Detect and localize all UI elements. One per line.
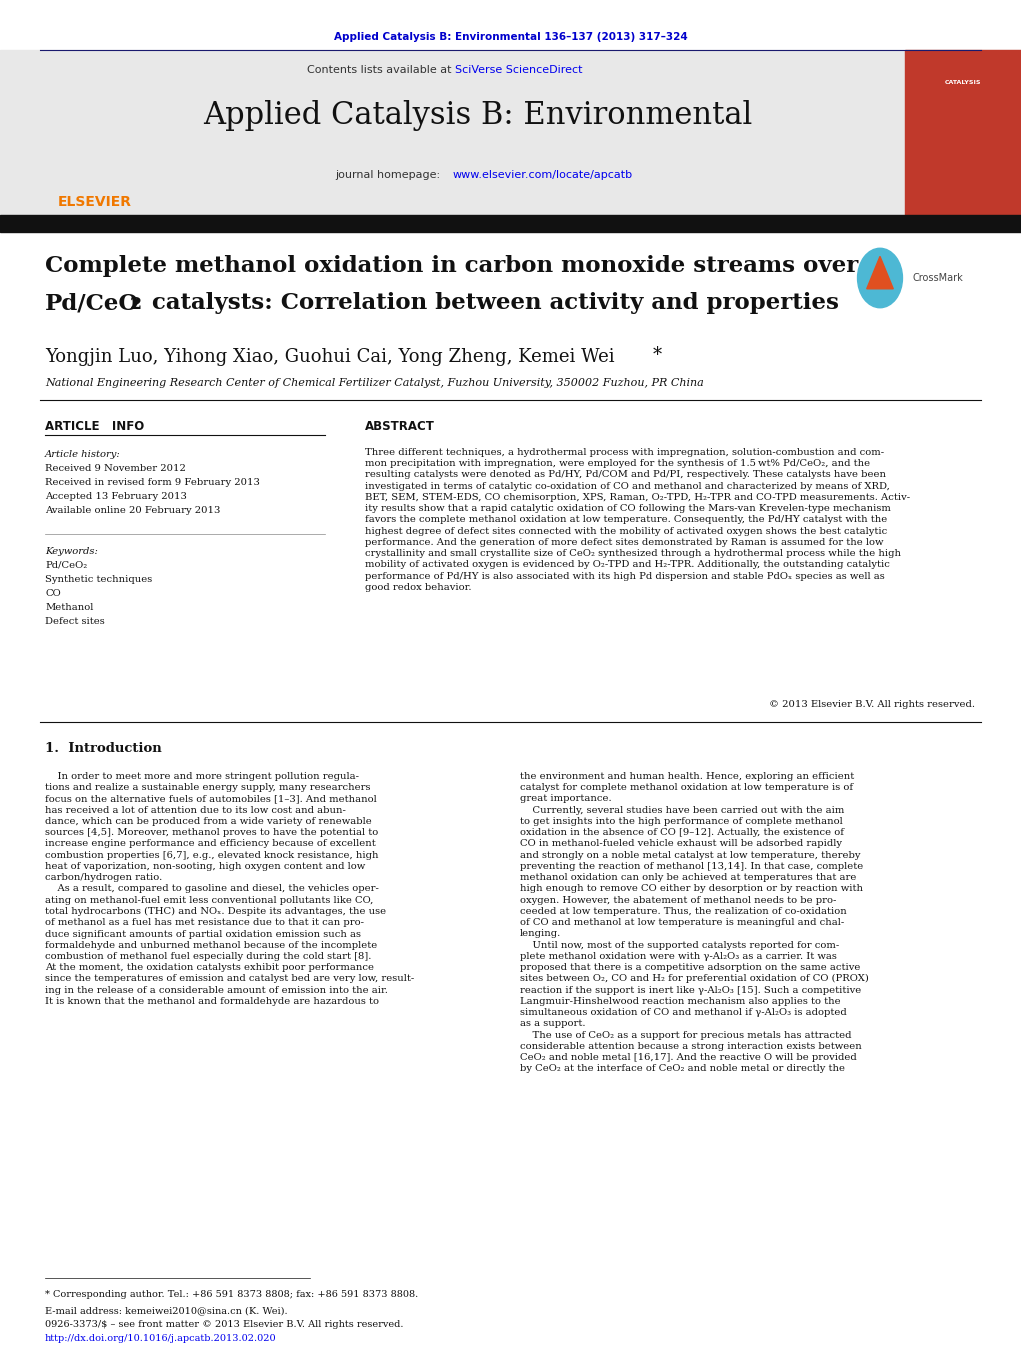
Text: Received in revised form 9 February 2013: Received in revised form 9 February 2013 — [45, 478, 260, 486]
Text: CrossMark: CrossMark — [913, 273, 964, 282]
Text: Applied Catalysis B: Environmental: Applied Catalysis B: Environmental — [203, 100, 752, 131]
Text: the environment and human health. Hence, exploring an efficient
catalyst for com: the environment and human health. Hence,… — [520, 771, 869, 1074]
Text: Methanol: Methanol — [45, 603, 93, 612]
Text: catalysts: Correlation between activity and properties: catalysts: Correlation between activity … — [144, 292, 839, 313]
Text: Applied Catalysis B: Environmental 136–137 (2013) 317–324: Applied Catalysis B: Environmental 136–1… — [334, 32, 687, 42]
Text: journal homepage:: journal homepage: — [335, 170, 444, 180]
Text: © 2013 Elsevier B.V. All rights reserved.: © 2013 Elsevier B.V. All rights reserved… — [769, 700, 975, 709]
Text: Pd/CeO: Pd/CeO — [45, 292, 140, 313]
Text: CATALYSIS: CATALYSIS — [944, 80, 981, 85]
Text: E-mail address: kemeiwei2010@sina.cn (K. Wei).: E-mail address: kemeiwei2010@sina.cn (K.… — [45, 1306, 288, 1315]
Polygon shape — [867, 257, 893, 289]
Text: CO: CO — [45, 589, 61, 598]
Circle shape — [858, 249, 903, 308]
Text: Three different techniques, a hydrothermal process with impregnation, solution-c: Three different techniques, a hydrotherm… — [364, 449, 910, 592]
Bar — [905, 50, 1021, 215]
Text: Contents lists available at: Contents lists available at — [307, 65, 455, 76]
Text: Yongjin Luo, Yihong Xiao, Guohui Cai, Yong Zheng, Kemei Wei: Yongjin Luo, Yihong Xiao, Guohui Cai, Yo… — [45, 349, 615, 366]
Text: Article history:: Article history: — [45, 450, 120, 459]
Text: http://dx.doi.org/10.1016/j.apcatb.2013.02.020: http://dx.doi.org/10.1016/j.apcatb.2013.… — [45, 1333, 277, 1343]
Text: 2: 2 — [130, 296, 142, 313]
Text: Received 9 November 2012: Received 9 November 2012 — [45, 463, 186, 473]
Text: *: * — [652, 346, 662, 363]
Text: Synthetic techniques: Synthetic techniques — [45, 576, 152, 584]
Text: ARTICLE   INFO: ARTICLE INFO — [45, 420, 144, 434]
Text: Available online 20 February 2013: Available online 20 February 2013 — [45, 507, 221, 515]
Text: National Engineering Research Center of Chemical Fertilizer Catalyst, Fuzhou Uni: National Engineering Research Center of … — [45, 378, 703, 388]
Bar — [0, 50, 1021, 215]
Text: 1.  Introduction: 1. Introduction — [45, 742, 161, 755]
Text: Defect sites: Defect sites — [45, 617, 105, 626]
Text: In order to meet more and more stringent pollution regula-
tions and realize a s: In order to meet more and more stringent… — [45, 771, 415, 1006]
Text: ELSEVIER: ELSEVIER — [58, 195, 132, 209]
Text: SciVerse ScienceDirect: SciVerse ScienceDirect — [455, 65, 583, 76]
Text: Complete methanol oxidation in carbon monoxide streams over: Complete methanol oxidation in carbon mo… — [45, 255, 859, 277]
Bar — [0, 215, 1021, 232]
Text: * Corresponding author. Tel.: +86 591 8373 8808; fax: +86 591 8373 8808.: * Corresponding author. Tel.: +86 591 83… — [45, 1290, 419, 1300]
Text: Pd/CeO₂: Pd/CeO₂ — [45, 561, 87, 570]
Text: ABSTRACT: ABSTRACT — [364, 420, 435, 434]
Text: 0926-3373/$ – see front matter © 2013 Elsevier B.V. All rights reserved.: 0926-3373/$ – see front matter © 2013 El… — [45, 1320, 403, 1329]
Text: www.elsevier.com/locate/apcatb: www.elsevier.com/locate/apcatb — [452, 170, 633, 180]
Text: Accepted 13 February 2013: Accepted 13 February 2013 — [45, 492, 187, 501]
Text: Keywords:: Keywords: — [45, 547, 98, 557]
